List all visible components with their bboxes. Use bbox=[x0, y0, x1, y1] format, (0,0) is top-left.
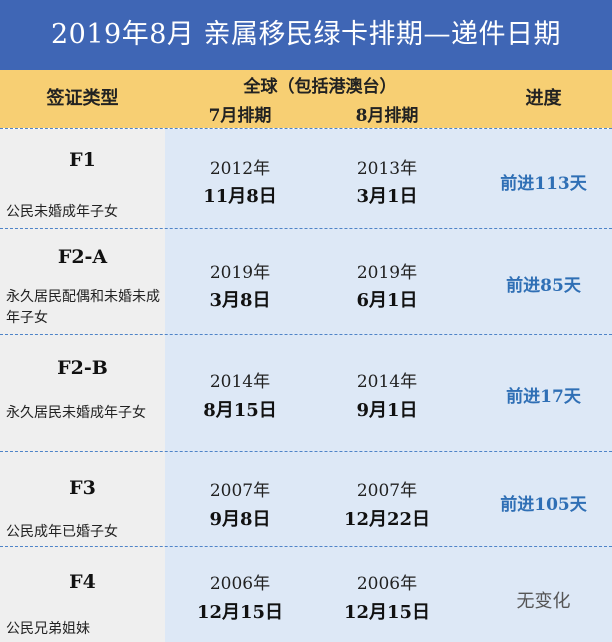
progress-cell: 前进113天 bbox=[475, 129, 612, 229]
visa-type-cell: F4 公民兄弟姐妹 bbox=[0, 547, 165, 642]
july-date: 8月15日 bbox=[203, 400, 277, 421]
progress-value: 前进105天 bbox=[500, 495, 587, 515]
august-date: 9月1日 bbox=[356, 400, 418, 421]
visa-code: F2-A bbox=[57, 246, 108, 268]
july-date: 9月8日 bbox=[209, 509, 271, 530]
page-title: 2019年8月 亲属移民绿卡排期—递件日期 bbox=[0, 0, 612, 70]
july-year: 2007年 bbox=[209, 481, 271, 501]
dates-cell: 2014年 8月15日 2014年 9月1日 bbox=[165, 335, 475, 452]
table-row: F2-B 永久居民未婚成年子女 2014年 8月15日 2014年 9月1日 前… bbox=[0, 334, 612, 452]
visa-type-cell: F2-B 永久居民未婚成年子女 bbox=[0, 335, 165, 452]
progress-cell: 无变化 bbox=[475, 547, 612, 642]
table-row: F2-A 永久居民配偶和未婚未成年子女 2019年 3月8日 2019年 6月1… bbox=[0, 228, 612, 335]
progress-value: 前进85天 bbox=[506, 276, 581, 296]
visa-description: 公民成年已婚子女 bbox=[6, 524, 118, 540]
july-date: 12月15日 bbox=[196, 602, 284, 623]
visa-code: F4 bbox=[69, 571, 96, 593]
progress-cell: 前进85天 bbox=[475, 229, 612, 335]
progress-cell: 前进17天 bbox=[475, 335, 612, 452]
august-date: 12月15日 bbox=[343, 602, 431, 623]
visa-code: F2-B bbox=[57, 357, 108, 379]
july-year: 2014年 bbox=[209, 372, 271, 392]
august-year: 2013年 bbox=[356, 159, 418, 179]
visa-description: 永久居民配偶和未婚未成年子女 bbox=[6, 289, 160, 326]
visa-type-cell: F1 公民未婚成年子女 bbox=[0, 129, 165, 229]
august-year: 2014年 bbox=[356, 372, 418, 392]
july-year: 2019年 bbox=[209, 263, 271, 283]
table-header: 签证类型 全球（包括港澳台） 7月排期 8月排期 进度 bbox=[0, 70, 612, 128]
visa-description: 公民兄弟姐妹 bbox=[6, 621, 90, 637]
table-row: F3 公民成年已婚子女 2007年 9月8日 2007年 12月22日 前进10… bbox=[0, 451, 612, 547]
visa-code: F1 bbox=[69, 149, 96, 171]
dates-cell: 2006年 12月15日 2006年 12月15日 bbox=[165, 547, 475, 642]
july-date: 3月8日 bbox=[209, 290, 271, 311]
dates-cell: 2007年 9月8日 2007年 12月22日 bbox=[165, 452, 475, 547]
progress-cell: 前进105天 bbox=[475, 452, 612, 547]
dates-cell: 2012年 11月8日 2013年 3月1日 bbox=[165, 129, 475, 229]
august-date: 6月1日 bbox=[356, 290, 418, 311]
header-global: 全球（包括港澳台） bbox=[243, 77, 397, 97]
visa-code: F3 bbox=[69, 477, 96, 499]
august-year: 2019年 bbox=[356, 263, 418, 283]
visa-description: 永久居民未婚成年子女 bbox=[6, 405, 146, 421]
progress-value: 前进113天 bbox=[500, 174, 587, 194]
visa-type-cell: F3 公民成年已婚子女 bbox=[0, 452, 165, 547]
progress-value: 无变化 bbox=[516, 591, 571, 612]
august-date: 3月1日 bbox=[356, 186, 418, 207]
header-july: 7月排期 bbox=[208, 106, 272, 126]
visa-type-cell: F2-A 永久居民配偶和未婚未成年子女 bbox=[0, 229, 165, 335]
dates-cell: 2019年 3月8日 2019年 6月1日 bbox=[165, 229, 475, 335]
header-progress: 进度 bbox=[525, 88, 562, 109]
july-year: 2012年 bbox=[209, 159, 271, 179]
table-row: F1 公民未婚成年子女 2012年 11月8日 2013年 3月1日 前进113… bbox=[0, 128, 612, 229]
august-year: 2006年 bbox=[356, 574, 418, 594]
august-date: 12月22日 bbox=[343, 509, 431, 530]
table-row: F4 公民兄弟姐妹 2006年 12月15日 2006年 12月15日 无变化 bbox=[0, 546, 612, 642]
july-year: 2006年 bbox=[209, 574, 271, 594]
header-visa-type: 签证类型 bbox=[46, 88, 119, 109]
progress-value: 前进17天 bbox=[506, 387, 581, 407]
header-august: 8月排期 bbox=[355, 106, 419, 126]
july-date: 11月8日 bbox=[203, 186, 277, 207]
august-year: 2007年 bbox=[356, 481, 418, 501]
visa-description: 公民未婚成年子女 bbox=[6, 204, 118, 220]
